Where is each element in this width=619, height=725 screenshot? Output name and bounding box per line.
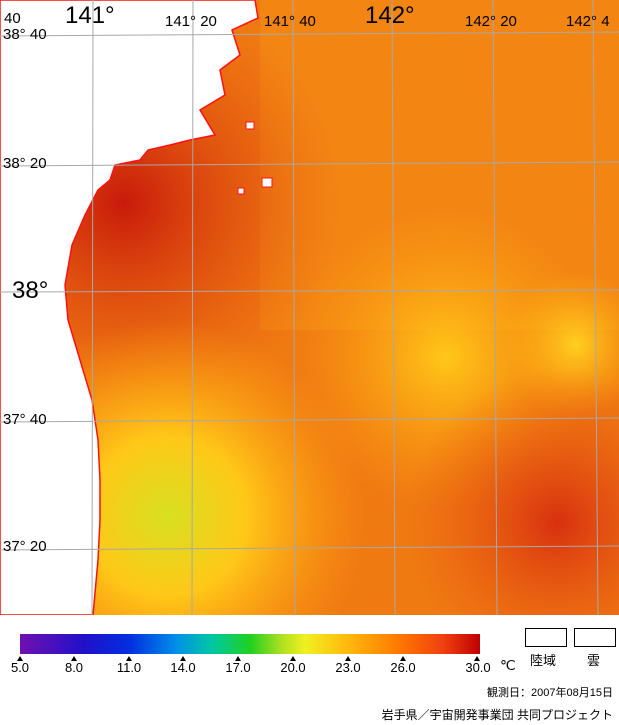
- colorbar-unit: ℃: [500, 657, 516, 673]
- graticule: [0, 0, 619, 615]
- land-west: [0, 0, 259, 615]
- lon-label-140-40: 40: [4, 10, 21, 27]
- colorbar-label: 17.0: [225, 660, 251, 675]
- colorbar-label: 30.0: [465, 660, 491, 675]
- sea-surface-temperature-map: [0, 0, 619, 615]
- land-legend-label: 陸域: [530, 653, 557, 668]
- land-legend-swatch: [525, 628, 567, 647]
- lon-label-142-40: 142° 4: [566, 13, 610, 30]
- colorbar-label: 11.0: [116, 660, 142, 675]
- lat-label-38-20: 38° 20: [3, 155, 47, 172]
- colorbar-tick: [17, 656, 23, 661]
- colorbar-tick: [126, 656, 132, 661]
- cloud-patch: [237, 187, 245, 195]
- lon-label-141-20: 141° 20: [165, 13, 217, 30]
- colorbar-label: 26.0: [390, 660, 416, 675]
- lon-label-141: 141°: [65, 2, 115, 29]
- lat-label-37-20: 37° 20: [3, 538, 47, 555]
- temperature-colorbar: [20, 634, 480, 654]
- colorbar-tick: [180, 656, 186, 661]
- colorbar-label: 5.0: [10, 660, 30, 675]
- colorbar-label: 14.0: [170, 660, 196, 675]
- colorbar-label: 8.0: [64, 660, 84, 675]
- colorbar-label: 23.0: [335, 660, 361, 675]
- cloud-patch: [261, 177, 273, 188]
- colorbar-tick: [235, 656, 241, 661]
- credit-text: 岩手県／宇宙開発事業団 共同プロジェクト: [381, 708, 613, 722]
- colorbar-label: 20.0: [280, 660, 306, 675]
- cloud-legend-swatch: [574, 628, 616, 647]
- lat-label-37-40: 37° 40: [3, 411, 47, 428]
- lon-label-141-40: 141° 40: [264, 13, 316, 30]
- lat-label-38-40: 38° 40: [3, 26, 47, 43]
- lon-label-142-20: 142° 20: [465, 13, 517, 30]
- colorbar-tick: [71, 656, 77, 661]
- colorbar-tick: [345, 656, 351, 661]
- colorbar-tick: [290, 656, 296, 661]
- cloud-legend-label: 雲: [587, 653, 601, 668]
- lon-label-142: 142°: [365, 2, 415, 29]
- cloud-patch: [245, 121, 255, 130]
- colorbar-tick: [474, 656, 480, 661]
- observation-date: 観測日：2007年08月15日: [487, 687, 613, 699]
- lat-label-38: 38°: [12, 277, 49, 304]
- colorbar-tick: [400, 656, 406, 661]
